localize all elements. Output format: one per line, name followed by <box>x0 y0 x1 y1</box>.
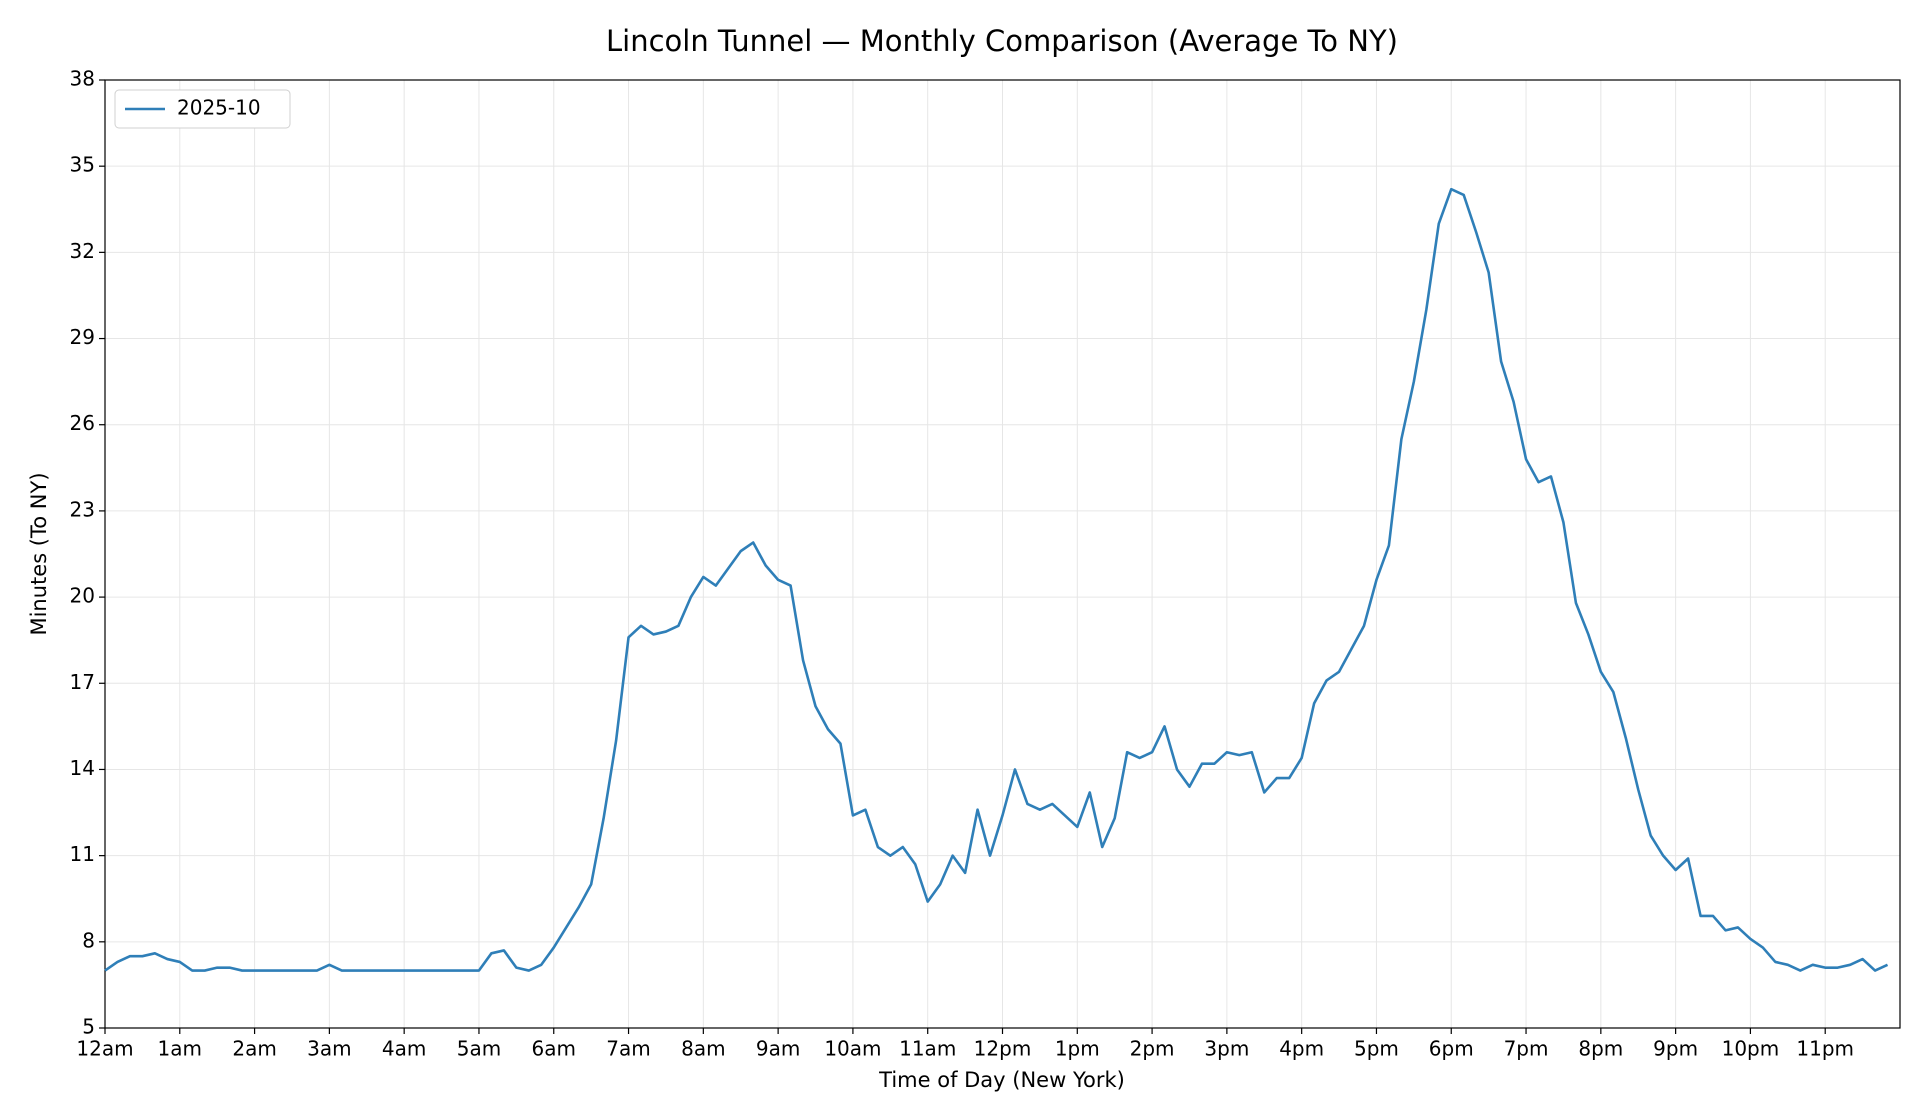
x-tick-label: 8pm <box>1578 1037 1623 1061</box>
x-tick-label: 5pm <box>1354 1037 1399 1061</box>
x-tick-label: 7pm <box>1504 1037 1549 1061</box>
legend-label: 2025-10 <box>177 96 261 120</box>
x-tick-label: 1am <box>158 1037 202 1061</box>
chart-title: Lincoln Tunnel — Monthly Comparison (Ave… <box>606 24 1398 58</box>
y-tick-label: 20 <box>70 584 95 608</box>
x-tick-label: 10pm <box>1722 1037 1780 1061</box>
x-tick-label: 7am <box>606 1037 650 1061</box>
x-tick-label: 3pm <box>1204 1037 1249 1061</box>
x-tick-label: 6am <box>532 1037 576 1061</box>
y-tick-label: 23 <box>70 497 95 521</box>
x-tick-label: 8am <box>681 1037 725 1061</box>
x-tick-label: 5am <box>457 1037 501 1061</box>
y-tick-label: 35 <box>70 153 95 177</box>
x-tick-label: 6pm <box>1429 1037 1474 1061</box>
x-tick-label: 12am <box>76 1037 133 1061</box>
y-tick-label: 14 <box>70 756 95 780</box>
x-tick-label: 9am <box>756 1037 800 1061</box>
x-tick-label: 2am <box>232 1037 276 1061</box>
x-tick-label: 2pm <box>1130 1037 1175 1061</box>
x-tick-label: 11am <box>899 1037 956 1061</box>
y-tick-label: 38 <box>70 67 95 91</box>
x-tick-label: 10am <box>824 1037 881 1061</box>
y-tick-label: 29 <box>70 325 95 349</box>
line-series <box>104 187 1889 972</box>
y-tick-label: 11 <box>70 842 95 866</box>
x-tick-label: 4pm <box>1279 1037 1324 1061</box>
x-axis-label: Time of Day (New York) <box>878 1068 1125 1092</box>
x-tick-label: 11pm <box>1796 1037 1854 1061</box>
x-tick-label: 1pm <box>1055 1037 1100 1061</box>
x-tick-label: 3am <box>307 1037 351 1061</box>
x-tick-label: 9pm <box>1653 1037 1698 1061</box>
plot-frame <box>104 79 1901 1029</box>
y-tick-label: 17 <box>70 670 95 694</box>
x-tick-label: 12pm <box>974 1037 1032 1061</box>
y-tick-label: 26 <box>70 411 95 435</box>
legend-box <box>114 89 291 129</box>
y-axis-label: Minutes (To NY) <box>27 472 51 635</box>
x-tick-label: 4am <box>382 1037 426 1061</box>
y-tick-label: 32 <box>70 239 95 263</box>
y-tick-label: 8 <box>82 928 95 952</box>
y-tick-label: 5 <box>82 1015 95 1039</box>
